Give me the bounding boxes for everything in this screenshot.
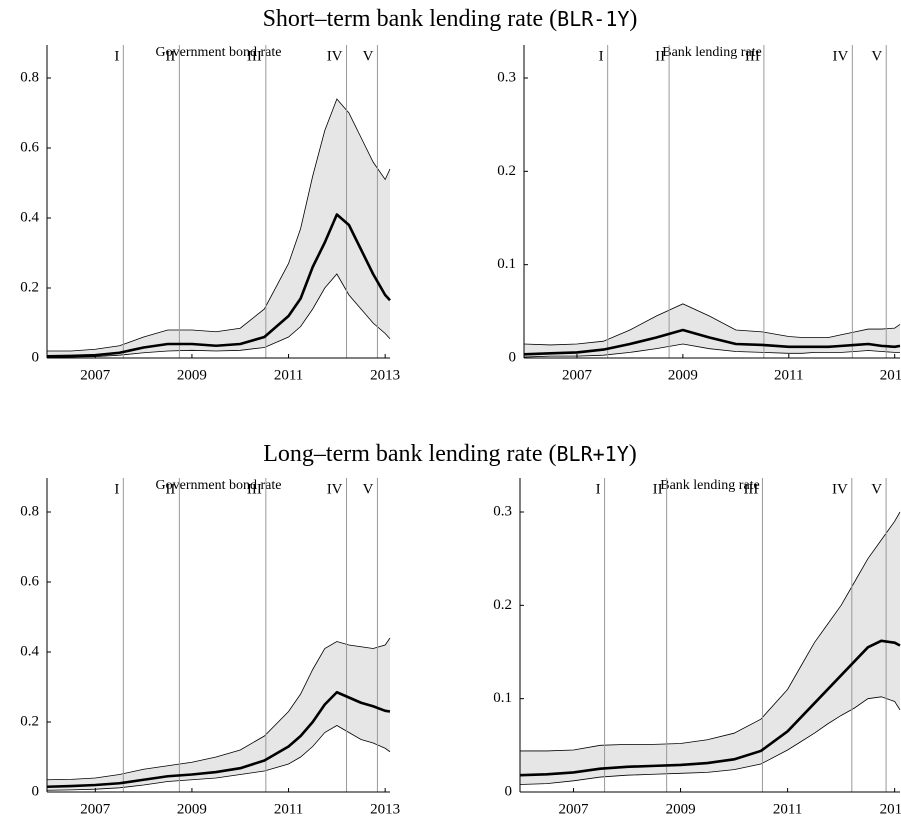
median-line (46, 690, 391, 789)
median-line (523, 328, 901, 356)
band-area (47, 638, 390, 791)
section-title-close: ) (629, 6, 637, 32)
x-tick-label: 2007 (562, 367, 593, 383)
x-tick-label: 2013 (370, 801, 400, 816)
event-label: V (363, 48, 374, 64)
event-label: III (743, 481, 758, 497)
y-tick-label: 0.3 (497, 69, 516, 85)
chart-title: Government bond rate (156, 45, 282, 60)
x-tick-label: 2011 (773, 801, 802, 816)
y-tick-label: 0.8 (20, 69, 39, 85)
x-tick-label: 2009 (668, 367, 698, 383)
event-label: III (745, 48, 760, 64)
x-tick-label: 2013 (880, 801, 901, 816)
event-label: II (165, 481, 175, 497)
y-tick-label: 0.2 (497, 163, 516, 179)
x-tick-label: 2009 (177, 801, 207, 816)
y-tick-label: 0.6 (20, 573, 39, 589)
event-label: IV (832, 481, 848, 497)
y-tick-label: 0 (32, 349, 40, 365)
x-tick-label: 2011 (274, 801, 303, 816)
band-area (520, 512, 900, 785)
chart-title: Bank lending rate (660, 478, 760, 493)
y-tick-label: 0.6 (20, 139, 39, 155)
y-tick-label: 0.3 (493, 503, 512, 519)
section-title-code: BLR-1Y (557, 7, 629, 31)
event-label: I (114, 481, 119, 497)
band-area (524, 303, 900, 358)
y-tick-label: 0.2 (20, 279, 39, 295)
event-label: I (596, 481, 601, 497)
x-tick-label: 2009 (666, 801, 696, 816)
chart-title: Government bond rate (156, 478, 282, 493)
x-tick-label: 2011 (274, 367, 303, 383)
x-tick-label: 2013 (880, 367, 901, 383)
event-label: I (599, 48, 604, 64)
y-tick-label: 0 (505, 783, 513, 799)
y-tick-label: 0 (509, 349, 517, 365)
event-label: III (247, 48, 262, 64)
section-title-code: BLR+1Y (557, 442, 629, 466)
chart-title: Bank lending rate (662, 45, 762, 60)
x-tick-label: 2013 (370, 367, 400, 383)
event-label: II (655, 48, 665, 64)
x-tick-label: 2009 (177, 367, 207, 383)
section-title-text: Short–term bank lending rate ( (263, 6, 558, 32)
event-label: II (653, 481, 663, 497)
event-label: V (363, 481, 374, 497)
y-tick-label: 0.1 (493, 690, 512, 706)
event-label: III (247, 481, 262, 497)
event-label: V (871, 48, 882, 64)
y-tick-label: 0.2 (493, 597, 512, 613)
median-line (519, 639, 901, 777)
event-label: IV (833, 48, 849, 64)
event-label: IV (327, 48, 343, 64)
y-tick-label: 0.4 (20, 643, 39, 659)
y-tick-label: 0.8 (20, 503, 39, 519)
x-tick-label: 2007 (80, 801, 111, 816)
median-line (46, 213, 391, 358)
section-title: Short–term bank lending rate (BLR-1Y) (263, 6, 638, 32)
x-tick-label: 2007 (559, 801, 590, 816)
y-tick-label: 0 (32, 783, 40, 799)
section-title-text: Long–term bank lending rate ( (263, 441, 556, 467)
section-title-close: ) (629, 441, 637, 467)
section-title: Long–term bank lending rate (BLR+1Y) (263, 441, 637, 467)
y-tick-label: 0.4 (20, 209, 39, 225)
y-tick-label: 0.1 (497, 256, 516, 272)
event-label: IV (327, 481, 343, 497)
x-tick-label: 2007 (80, 367, 111, 383)
x-tick-label: 2011 (774, 367, 803, 383)
band-area (47, 99, 390, 358)
y-tick-label: 0.2 (20, 713, 39, 729)
event-label: II (165, 48, 175, 64)
event-label: I (114, 48, 119, 64)
event-label: V (871, 481, 882, 497)
